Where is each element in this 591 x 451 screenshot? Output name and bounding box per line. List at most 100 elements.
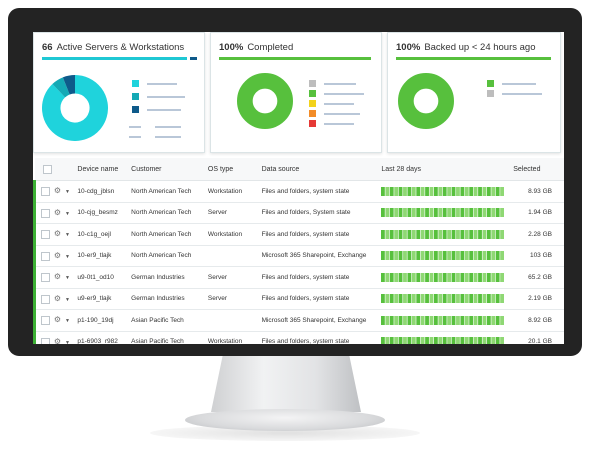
legend-swatch: [309, 110, 316, 117]
history-day-cell: [456, 294, 461, 304]
gear-icon[interactable]: ⚙: [53, 250, 62, 260]
table-row[interactable]: ⚙ ▼ u9-0t1_od10 German Industries Server File…: [33, 266, 564, 289]
select-all-checkbox[interactable]: [42, 164, 52, 174]
gear-icon[interactable]: ⚙: [53, 293, 62, 303]
column-header-device[interactable]: Device name: [76, 158, 131, 181]
device-name-cell[interactable]: 10-cjg_besmz: [76, 202, 131, 224]
device-name-cell[interactable]: 10-c1g_oejl: [76, 223, 131, 246]
legend-swatch: [132, 106, 139, 113]
history-day-cell: [434, 186, 439, 196]
caret-down-icon[interactable]: ▼: [65, 296, 70, 303]
table-row[interactable]: ⚙ ▼ 10-c1g_oejl North American Tech Workstat…: [33, 223, 564, 246]
history-day-cell: [460, 186, 465, 196]
history-day-cell: [399, 272, 403, 282]
history-strip: [381, 337, 505, 344]
history-day-cell: [407, 208, 412, 218]
device-name-cell[interactable]: 10-cdg_jblsn: [76, 180, 131, 203]
row-checkbox[interactable]: [41, 316, 50, 326]
history-day-cell: [407, 229, 412, 239]
history-day-cell: [399, 337, 403, 344]
history-day-cell: [482, 272, 487, 282]
history-day-cell: [412, 251, 417, 261]
history-day-cell: [416, 315, 421, 325]
history-day-cell: [390, 337, 394, 344]
history-day-cell: [456, 272, 461, 282]
history-day-cell: [496, 337, 500, 344]
history-day-cell: [416, 294, 421, 304]
history-day-cell: [421, 315, 425, 325]
column-header-last-28-days[interactable]: Last 28 days: [380, 158, 513, 181]
gear-icon[interactable]: ⚙: [53, 315, 62, 325]
column-header-source[interactable]: Data source: [260, 158, 381, 181]
card-count: 66: [42, 42, 53, 53]
device-name-cell[interactable]: u9-0t1_od10: [76, 266, 131, 289]
history-day-cell: [487, 315, 492, 325]
device-name-cell[interactable]: p1-6903_r982: [76, 331, 131, 344]
table-row[interactable]: ⚙ ▼ 10-er9_tlajk North American Tech Microso…: [33, 245, 564, 267]
stand-shadow: [150, 425, 420, 441]
gear-icon[interactable]: ⚙: [53, 186, 62, 196]
caret-down-icon[interactable]: ▼: [65, 210, 70, 217]
history-day-cell: [500, 208, 505, 218]
history-cell: [380, 288, 513, 310]
caret-down-icon[interactable]: ▼: [65, 318, 70, 325]
history-day-cell: [491, 186, 496, 196]
row-checkbox[interactable]: [41, 294, 50, 304]
column-header-customer[interactable]: Customer: [130, 158, 207, 181]
history-day-cell: [394, 251, 399, 261]
customer-cell: German Industries: [130, 288, 207, 310]
device-name-cell[interactable]: u9-er9_tlajk: [76, 288, 131, 310]
history-day-cell: [416, 186, 421, 196]
caret-down-icon[interactable]: ▼: [65, 232, 70, 239]
gear-icon[interactable]: ⚙: [53, 207, 62, 217]
history-day-cell: [416, 208, 421, 218]
table-row[interactable]: ⚙ ▼ p1-190_19dj Asian Pacific Tech Microsoft…: [33, 309, 564, 332]
legend-label-line: [129, 126, 141, 128]
card-backed-up[interactable]: 100% Backed up < 24 hours ago: [387, 32, 561, 153]
card-active-servers[interactable]: 66 Active Servers & Workstations: [33, 32, 205, 153]
history-day-cell: [487, 208, 492, 218]
card-completed[interactable]: 100% Completed: [210, 32, 382, 153]
caret-down-icon[interactable]: ▼: [65, 275, 70, 282]
row-checkbox[interactable]: [41, 208, 50, 218]
history-day-cell: [474, 337, 478, 344]
table-row[interactable]: ⚙ ▼ 10-cjg_besmz North American Tech Server F…: [33, 202, 564, 224]
device-name-cell[interactable]: p1-190_19dj: [76, 309, 131, 332]
caret-down-icon[interactable]: ▼: [65, 253, 70, 260]
table-row[interactable]: ⚙ ▼ p1-6903_r982 Asian Pacific Tech Workstat…: [33, 331, 564, 344]
row-checkbox[interactable]: [41, 251, 50, 261]
column-header-selected[interactable]: Selected: [512, 158, 564, 181]
history-day-cell: [478, 294, 483, 304]
gear-icon[interactable]: ⚙: [53, 229, 62, 239]
table-row[interactable]: ⚙ ▼ 10-cdg_jblsn North American Tech Worksta…: [33, 180, 564, 203]
history-day-cell: [469, 337, 474, 344]
caret-down-icon[interactable]: ▼: [65, 189, 70, 196]
row-controls: ⚙ ▼: [33, 288, 77, 310]
legend-swatch: [309, 120, 316, 127]
history-strip: [381, 186, 505, 196]
row-checkbox[interactable]: [41, 230, 50, 240]
history-day-cell: [451, 337, 456, 344]
history-day-cell: [447, 337, 452, 344]
history-day-cell: [394, 229, 399, 239]
history-day-cell: [474, 229, 478, 239]
data-source-cell: Files and folders, system state: [260, 180, 381, 203]
history-day-cell: [447, 272, 452, 282]
row-checkbox[interactable]: [41, 337, 50, 344]
caret-down-icon[interactable]: ▼: [65, 339, 70, 344]
row-checkbox[interactable]: [41, 187, 50, 197]
device-name-cell[interactable]: 10-er9_tlajk: [76, 245, 131, 267]
row-checkbox[interactable]: [41, 273, 50, 283]
history-cell: [380, 202, 513, 224]
column-header-os[interactable]: OS type: [206, 158, 261, 181]
history-day-cell: [407, 186, 412, 196]
gear-icon[interactable]: ⚙: [53, 272, 62, 282]
gear-icon[interactable]: ⚙: [53, 336, 62, 344]
legend-label-line: [324, 113, 360, 115]
customer-cell: North American Tech: [130, 223, 207, 246]
history-day-cell: [434, 272, 439, 282]
history-day-cell: [429, 315, 434, 325]
history-day-cell: [460, 337, 465, 344]
table-row[interactable]: ⚙ ▼ u9-er9_tlajk German Industries Server Fil…: [33, 288, 564, 310]
data-source-cell: Microsoft 365 Sharepoint, Exchange: [260, 245, 381, 267]
